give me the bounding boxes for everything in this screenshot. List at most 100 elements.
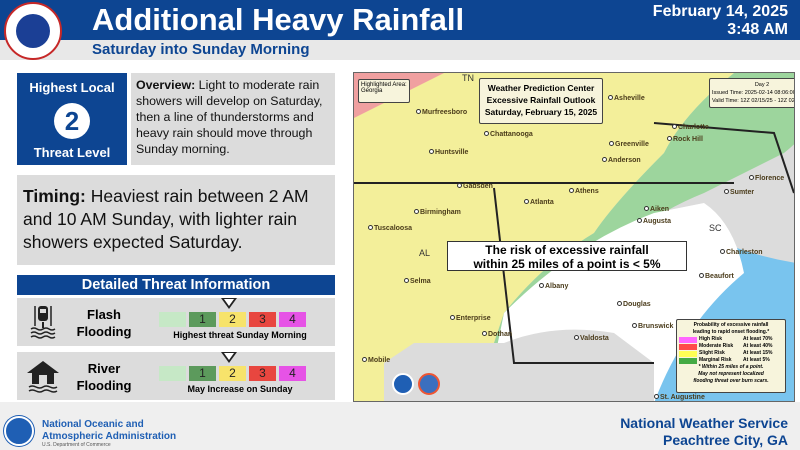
header-bar xyxy=(0,0,800,40)
label-line: Flooding xyxy=(76,378,132,393)
level-indicator-triangle xyxy=(221,352,237,363)
legend-note: May not represent localized xyxy=(698,371,764,377)
state-label: TN xyxy=(462,73,474,83)
legend-risk: High Risk xyxy=(699,336,723,342)
city-label: Selma xyxy=(404,278,431,286)
label-line: River xyxy=(87,361,121,376)
map-title-line: Weather Prediction Center xyxy=(487,83,595,93)
nws-line: Peachtree City, GA xyxy=(662,432,788,448)
legend-swatch xyxy=(679,350,697,357)
issued-time: Issued Time: 2025-02-14 08:06:00 xyxy=(712,90,795,96)
issue-datetime: February 14, 2025 3:48 AM xyxy=(653,3,788,39)
nws-line: National Weather Service xyxy=(620,415,788,431)
city-label: Sumter xyxy=(724,189,754,197)
detailed-threat-header: Detailed Threat Information xyxy=(17,275,335,295)
city-label: Charlotte xyxy=(672,124,709,132)
page-subtitle: Saturday into Sunday Morning xyxy=(92,41,310,58)
threat-level-box: Highest Local 2 Threat Level xyxy=(17,73,127,165)
city-label: Atlanta xyxy=(524,199,554,207)
flash-flooding-label: Flash Flooding xyxy=(69,306,139,340)
nws-office: National Weather Service Peachtree City, … xyxy=(620,415,788,449)
timing-label: Timing: xyxy=(23,186,86,206)
map-legend: Probability of excessive rainfall leadin… xyxy=(676,319,786,393)
scale-box-1: 1 xyxy=(189,312,216,327)
city-label: Aiken xyxy=(644,206,669,214)
legend-swatch xyxy=(679,336,697,343)
highlight-label: Highlighted Area: xyxy=(361,82,407,88)
city-label: Murfreesboro xyxy=(416,109,467,117)
page-title: Additional Heavy Rainfall xyxy=(92,2,465,37)
river-flooding-label: River Flooding xyxy=(69,360,139,394)
noaa-name: National Oceanic and Atmospheric Administ… xyxy=(42,419,176,443)
highlighted-area-box: Highlighted Area: Georgia xyxy=(358,79,410,103)
map-title-line: Saturday, February 15, 2025 xyxy=(484,107,598,117)
city-label: Greenville xyxy=(609,141,649,149)
city-label: Gadsden xyxy=(457,183,493,191)
noaa-department: U.S. Department of Commerce xyxy=(42,442,111,448)
legend-value: At least 15% xyxy=(743,350,773,356)
scale-box-2: 2 xyxy=(219,366,246,381)
legend-note: * Within 25 miles of a point. xyxy=(698,364,764,370)
footer xyxy=(0,402,800,450)
noaa-logo xyxy=(4,416,34,446)
timing-text: Heaviest rain between 2 AM and 10 AM Sun… xyxy=(23,186,309,252)
issue-date: February 14, 2025 xyxy=(652,3,788,20)
city-label: St. Augustine xyxy=(654,394,705,401)
city-label: Tuscaloosa xyxy=(368,225,412,233)
city-label: Charleston xyxy=(720,249,763,257)
noaa-line: Atmospheric Administration xyxy=(42,431,177,442)
legend-item: Moderate Risk At least 40% xyxy=(679,343,783,350)
city-label: Huntsville xyxy=(429,149,468,157)
label-line: Flash xyxy=(87,307,121,322)
river-flooding-caption: May Increase on Sunday xyxy=(187,384,293,394)
scale-box-1: 1 xyxy=(189,366,216,381)
city-label: Mobile xyxy=(362,357,390,365)
legend-title: Probability of excessive rainfall xyxy=(693,322,769,328)
noaa-map-logo xyxy=(392,373,414,395)
day-label: Day 2 xyxy=(754,82,770,88)
city-label: Chattanooga xyxy=(484,131,533,139)
city-label: Dothan xyxy=(482,331,512,339)
legend-value: At least 40% xyxy=(743,343,773,349)
house-flood-icon xyxy=(27,361,59,393)
scale-box-4: 4 xyxy=(279,312,306,327)
legend-item: Marginal Risk At least 5% xyxy=(679,357,783,364)
overview-box: Overview: Light to moderate rain showers… xyxy=(131,73,335,165)
scale-box-3: 3 xyxy=(249,312,276,327)
label-line: Flooding xyxy=(76,324,132,339)
callout-line: The risk of excessive rainfall xyxy=(485,243,649,257)
city-label: Albany xyxy=(539,283,568,291)
nws-logo xyxy=(4,2,62,60)
legend-item: Slight Risk At least 15% xyxy=(679,350,783,357)
city-label: Birmingham xyxy=(414,209,461,217)
scale-box-4: 4 xyxy=(279,366,306,381)
legend-item: High Risk At least 70% xyxy=(679,336,783,343)
car-flood-icon xyxy=(30,306,56,339)
city-label: Augusta xyxy=(637,218,671,226)
city-label: Asheville xyxy=(608,95,645,103)
issue-time: 3:48 AM xyxy=(727,21,788,38)
overview-label: Overview: xyxy=(136,78,196,92)
city-label: Beaufort xyxy=(699,273,734,281)
threat-level-number: 2 xyxy=(54,103,90,139)
level-indicator-triangle xyxy=(221,298,237,309)
subheader-bar xyxy=(0,40,800,60)
flash-flooding-caption: Highest threat Sunday Morning xyxy=(173,330,307,340)
timing-box: Timing: Heaviest rain between 2 AM and 1… xyxy=(17,175,335,265)
overview-text: Light to moderate rain showers will deve… xyxy=(136,78,323,156)
noaa-line: National Oceanic and xyxy=(42,419,144,430)
city-label: Valdosta xyxy=(574,335,609,343)
city-label: Athens xyxy=(569,188,599,196)
scale-box-2: 2 xyxy=(219,312,246,327)
city-label: Florence xyxy=(749,175,784,183)
legend-risk: Slight Risk xyxy=(699,350,725,356)
legend-risk: Moderate Risk xyxy=(699,343,734,349)
state-label: AL xyxy=(419,248,431,258)
city-label: Anderson xyxy=(602,157,641,165)
map-title-box: Weather Prediction Center Excessive Rainf… xyxy=(479,78,603,124)
city-label: Enterprise xyxy=(450,315,491,323)
callout-line: within 25 miles of a point is < 5% xyxy=(473,257,661,271)
